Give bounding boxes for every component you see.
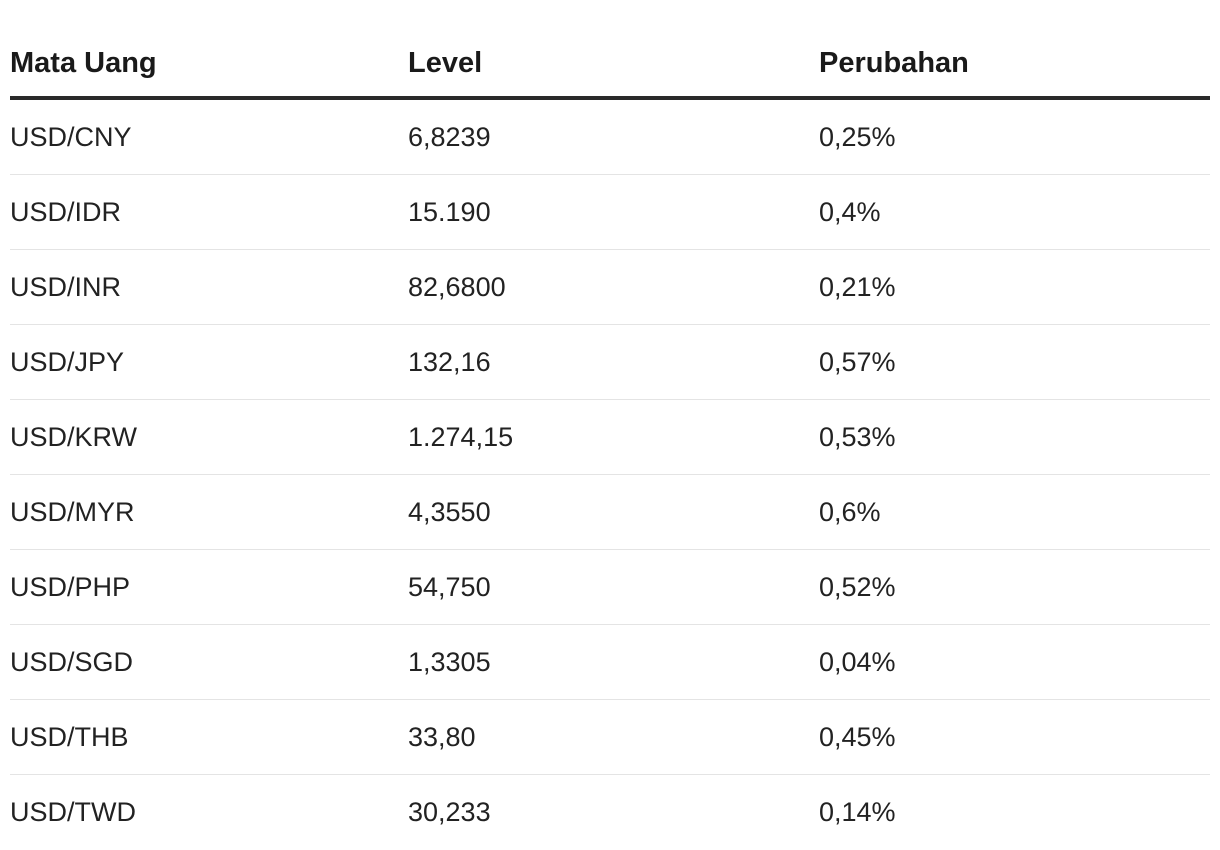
cell-level: 132,16	[408, 324, 819, 400]
cell-change: 0,4%	[819, 174, 1210, 250]
table-row: USD/IDR 15.190 0,4%	[10, 174, 1210, 250]
cell-pair: USD/SGD	[10, 624, 408, 700]
cell-pair: USD/INR	[10, 249, 408, 325]
table-row: USD/INR 82,6800 0,21%	[10, 249, 1210, 325]
cell-change: 0,21%	[819, 249, 1210, 325]
cell-change: 0,52%	[819, 549, 1210, 625]
currency-table: Mata Uang Level Perubahan USD/CNY 6,8239…	[10, 0, 1210, 849]
cell-level: 1,3305	[408, 624, 819, 700]
cell-change: 0,04%	[819, 624, 1210, 700]
table-row: USD/MYR 4,3550 0,6%	[10, 474, 1210, 550]
table-header: Mata Uang Level Perubahan	[10, 0, 1210, 100]
cell-pair: USD/JPY	[10, 324, 408, 400]
cell-level: 4,3550	[408, 474, 819, 550]
cell-pair: USD/KRW	[10, 399, 408, 475]
currency-table-container: Mata Uang Level Perubahan USD/CNY 6,8239…	[10, 0, 1210, 849]
cell-pair: USD/TWD	[10, 796, 136, 827]
cell-level: 1.274,15	[408, 399, 819, 475]
header-row: Mata Uang Level Perubahan	[10, 0, 1210, 100]
cell-pair: USD/PHP	[10, 549, 408, 625]
cell-pair: USD/IDR	[10, 174, 408, 250]
table-body: USD/CNY 6,8239 0,25% USD/IDR 15.190 0,4%…	[10, 98, 1210, 849]
cell-level: 54,750	[408, 549, 819, 625]
cell-level: 6,8239	[408, 98, 819, 175]
table-row: USD/KRW 1.274,15 0,53%	[10, 399, 1210, 475]
header-currency: Mata Uang	[10, 0, 408, 100]
table-row: USD/JPY 132,16 0,57%	[10, 324, 1210, 400]
cell-pair: USD/CNY	[10, 98, 408, 175]
cell-level: 82,6800	[408, 249, 819, 325]
cell-change: 0,14%	[819, 796, 896, 827]
table-row: USD/CNY 6,8239 0,25%	[10, 98, 1210, 175]
table-row: USD/THB 33,80 0,45%	[10, 699, 1210, 775]
table-row: USD/TWD 30,233 0,14%	[10, 775, 1210, 850]
cell-change: 0,57%	[819, 324, 1210, 400]
cell-change: 0,45%	[819, 699, 1210, 775]
header-change: Perubahan	[819, 0, 1210, 100]
table-row: USD/PHP 54,750 0,52%	[10, 549, 1210, 625]
cell-change: 0,6%	[819, 474, 1210, 550]
cell-level: 30,233	[408, 796, 491, 827]
cell-change: 0,53%	[819, 399, 1210, 475]
table-row: USD/SGD 1,3305 0,04%	[10, 624, 1210, 700]
cell-pair: USD/THB	[10, 699, 408, 775]
cell-level: 15.190	[408, 174, 819, 250]
cell-change: 0,25%	[819, 98, 1210, 175]
header-level: Level	[408, 0, 819, 100]
cell-pair: USD/MYR	[10, 474, 408, 550]
cell-level: 33,80	[408, 699, 819, 775]
